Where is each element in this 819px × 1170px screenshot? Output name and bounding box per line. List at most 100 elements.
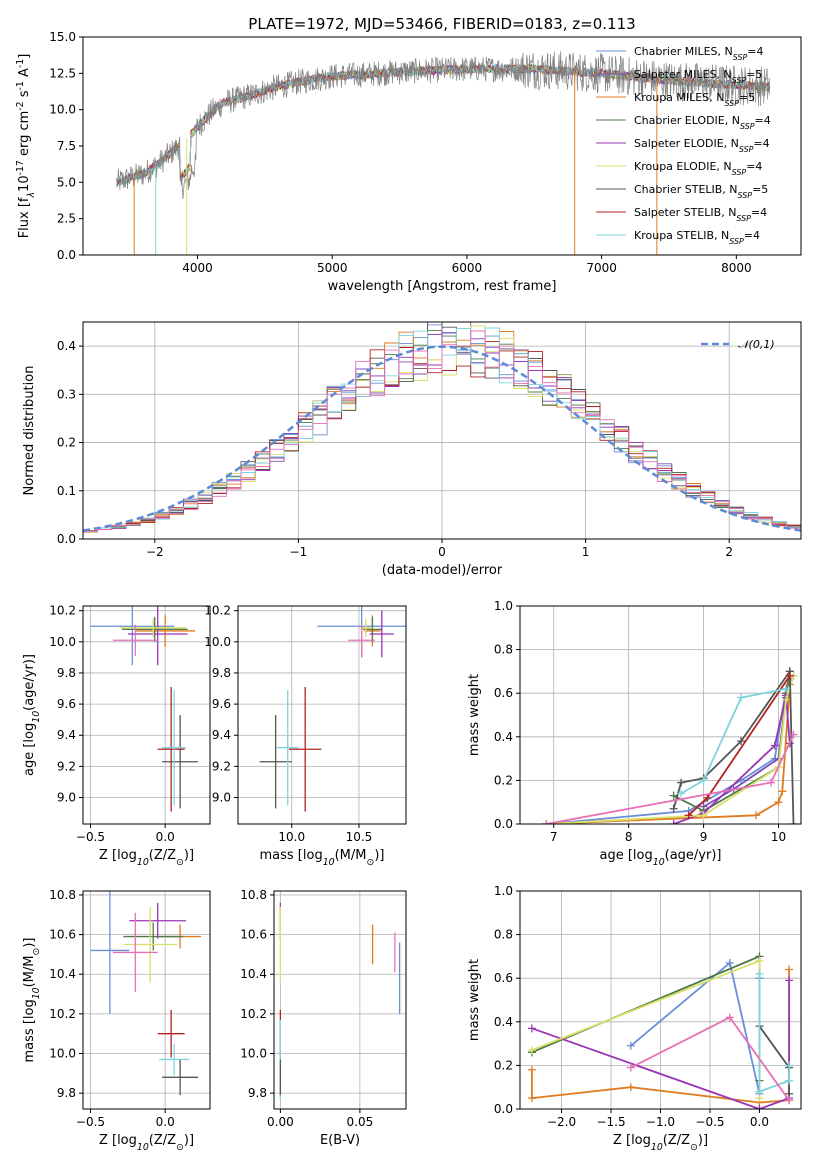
x-axis-label: mass [log10(M/M⊙)]	[260, 848, 385, 868]
x-tick-label: 6000	[452, 261, 483, 275]
observed-spectrum-line	[116, 51, 771, 200]
mass-weight-marker	[782, 684, 791, 693]
mass-weight-marker	[669, 791, 678, 800]
axes-frame	[82, 890, 211, 1110]
plot-area	[83, 322, 801, 539]
y-tick-label: 7.5	[57, 139, 76, 153]
y-tick-label: 10.0	[49, 635, 76, 649]
y-tick-label: 10.4	[49, 967, 76, 981]
y-tick-label: 10.0	[204, 635, 231, 649]
mass-weight-marker	[785, 1061, 794, 1070]
mass-weight-line	[531, 980, 790, 1109]
mass-weight-marker	[684, 811, 693, 820]
legend-entry-label: Kroupa MILES, NSSP=5	[634, 91, 755, 108]
x-tick-label: 2	[725, 545, 733, 559]
mass-weight-marker	[699, 776, 708, 785]
x-tick-label: 7000	[586, 261, 617, 275]
mass-weight-marker	[725, 1013, 734, 1022]
panel-spectrum: 4000 5000 6000 7000 8000 0.0 2.5 5.0 7.5 10.0 12.5…	[15, 30, 802, 294]
mass-weight-marker	[774, 798, 783, 807]
mass-weight-marker	[737, 737, 746, 746]
mass-weight-marker	[626, 1063, 635, 1072]
mass-weight-marker	[527, 1094, 536, 1103]
x-tick-label: 1	[582, 545, 590, 559]
y-tick-label: 0.1	[57, 484, 76, 498]
mass-weight-marker	[699, 811, 708, 820]
y-axis-label: Normed distribution	[22, 366, 37, 496]
y-tick-label: 10.0	[240, 1047, 267, 1061]
y-axis-label: mass [log10(M/M⊙)]	[22, 938, 42, 1063]
y-tick-label: 10.0	[49, 103, 76, 117]
plot-area	[90, 891, 202, 1096]
mass-weight-marker	[527, 1046, 536, 1055]
x-tick-label: −0.5	[76, 1115, 105, 1129]
normal-distribution-curve	[83, 345, 801, 532]
panel-age_vs_mass: 10.0 10.5 9.0 9.2 9.4 9.6 9.8 10.0 10.2 mass [log…	[204, 604, 407, 868]
x-tick-label: 0.0	[156, 1115, 175, 1129]
legend-entry-label: Chabrier STELIB, NSSP=5	[634, 183, 768, 200]
y-axis-label: age [log10(age/yr)]	[22, 654, 42, 776]
y-tick-label: 9.4	[212, 728, 231, 742]
y-tick-label: 0.8	[494, 928, 513, 942]
y-tick-label: 0.6	[494, 971, 513, 985]
x-tick-label: 9	[700, 830, 708, 844]
x-axis-label: (data-model)/error	[382, 563, 503, 578]
x-axis-label: wavelength [Angstrom, rest frame]	[328, 279, 557, 294]
y-tick-label: 0.2	[57, 436, 76, 450]
mass-weight-line	[758, 1025, 790, 1094]
mass-weight-marker	[626, 1041, 635, 1050]
panel-age_vs_Z: −0.5 0.0 9.0 9.2 9.4 9.6 9.8 10.0 10.2 Z [log10(Z…	[22, 604, 211, 868]
x-axis-label: Z [log10(Z/Z⊙)]	[99, 848, 194, 868]
mass-weight-marker	[770, 741, 779, 750]
axes-frame	[82, 36, 802, 256]
y-tick-label: 0.4	[494, 730, 513, 744]
x-tick-label: −1.0	[646, 1115, 675, 1129]
y-tick-label: 9.0	[57, 791, 76, 805]
y-tick-label: 2.5	[57, 212, 76, 226]
mass-weight-marker	[755, 969, 764, 978]
y-tick-label: 12.5	[49, 66, 76, 80]
y-tick-label: 15.0	[49, 30, 76, 44]
plot-area	[279, 902, 401, 1100]
x-tick-label: 8000	[721, 261, 752, 275]
y-axis-label: Flux [fλ10-17 erg cm-2 s-1 A-1]	[15, 54, 37, 239]
y-tick-label: 1.0	[494, 884, 513, 898]
mass-weight-marker	[527, 1065, 536, 1074]
axes-frame	[237, 605, 407, 825]
mass-weight-marker	[755, 1087, 764, 1096]
legend-entry-label: Chabrier MILES, NSSP=4	[634, 45, 764, 62]
residual-histogram	[83, 330, 801, 539]
mass-weight-line	[531, 959, 761, 1099]
mass-weight-marker	[785, 671, 794, 680]
figure-title: PLATE=1972, MJD=53466, FIBERID=0183, z=0…	[248, 15, 635, 33]
x-tick-label: −1	[290, 545, 308, 559]
axes-frame	[82, 321, 802, 540]
legend-entry-label: 𝒩(0,1)	[738, 338, 775, 351]
mass-weight-line	[546, 684, 791, 824]
x-tick-label: 4000	[182, 261, 213, 275]
x-tick-label: 5000	[317, 261, 348, 275]
legend-entry-label: Chabrier ELODIE, NSSP=4	[634, 114, 771, 131]
mass-weight-line	[630, 961, 761, 1094]
y-tick-label: 5.0	[57, 175, 76, 189]
mass-weight-marker	[789, 730, 798, 739]
mass-weight-marker	[752, 811, 761, 820]
y-tick-label: 10.6	[49, 928, 76, 942]
mass-weight-marker	[677, 789, 686, 798]
y-tick-label: 9.6	[57, 697, 76, 711]
axes-frame	[519, 890, 802, 1110]
mass-weight-marker	[542, 820, 551, 824]
mass-weight-marker	[785, 1076, 794, 1085]
panel-weight_vs_Z: −2.0 −1.5 −1.0 −0.5 0.0 0.0 0.2 0.4 0.6 0.8 1.0 Z […	[467, 884, 802, 1153]
y-tick-label: 0.0	[494, 1102, 513, 1116]
mass-weight-marker	[785, 965, 794, 974]
y-axis-label: mass weight	[467, 674, 482, 756]
y-tick-label: 0.6	[494, 686, 513, 700]
axes-frame	[273, 890, 407, 1110]
y-tick-label: 9.0	[212, 791, 231, 805]
y-tick-label: 9.8	[57, 1086, 76, 1100]
x-tick-label: 0	[438, 545, 446, 559]
y-tick-label: 10.4	[240, 967, 267, 981]
x-axis-label: Z [log10(Z/Z⊙)]	[613, 1133, 708, 1153]
